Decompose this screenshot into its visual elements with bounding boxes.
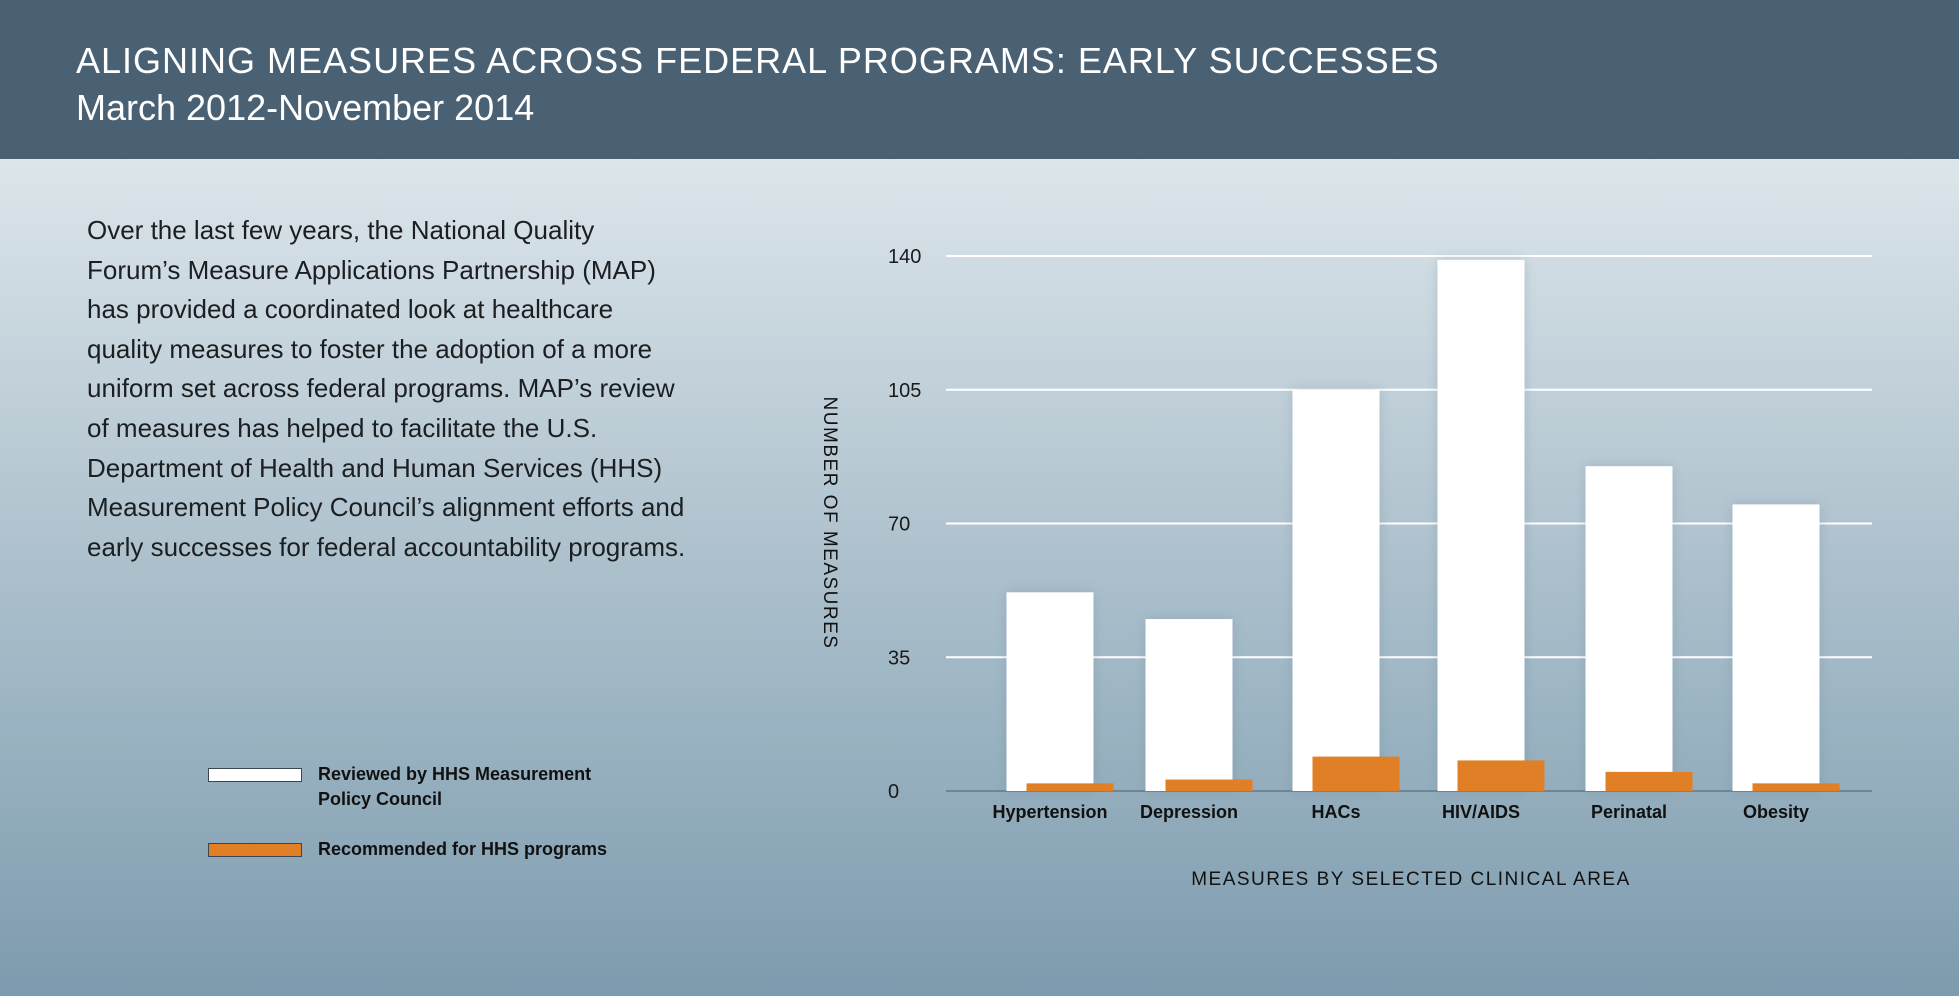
x-category-label: HIV/AIDS — [1442, 802, 1520, 822]
x-category-label: HACs — [1311, 802, 1360, 822]
legend-label-recommended: Recommended for HHS programs — [318, 837, 607, 862]
chart-title: ALIGNING MEASURES ACROSS FEDERAL PROGRAM… — [76, 40, 1440, 81]
bar-reviewed — [1145, 619, 1233, 791]
legend-label-reviewed: Reviewed by HHS Measurement Policy Counc… — [318, 762, 591, 812]
y-axis-ticks: 0 35 70 105 140 — [888, 246, 921, 803]
bar-recommended — [1752, 783, 1840, 791]
bar-recommended — [1026, 783, 1114, 791]
y-tick-label: 35 — [888, 647, 910, 669]
legend-swatch-reviewed — [208, 768, 302, 782]
y-tick-label: 140 — [888, 246, 921, 268]
bar-recommended — [1312, 756, 1400, 791]
legend-label-recommended-line1: Recommended for HHS programs — [318, 839, 608, 859]
y-tick-label: 70 — [888, 514, 910, 536]
legend-label-reviewed-line1: Reviewed by HHS Measurement — [318, 764, 592, 784]
bar-recommended — [1165, 779, 1253, 791]
chart-subtitle: March 2012-November 2014 — [76, 87, 535, 128]
y-tick-label: 0 — [888, 781, 899, 803]
x-category-label: Obesity — [1743, 802, 1809, 822]
intro-paragraph: Over the last few years, the National Qu… — [87, 215, 686, 562]
bar-reviewed — [1732, 504, 1820, 791]
bar-reviewed — [1292, 389, 1380, 791]
bar-reviewed — [1437, 259, 1525, 792]
legend-swatch-recommended — [208, 843, 302, 857]
x-category-label: Hypertension — [992, 802, 1107, 822]
y-tick-label: 105 — [888, 380, 921, 402]
legend-label-reviewed-line2: Policy Council — [318, 789, 443, 809]
x-category-label: Depression — [1140, 802, 1238, 822]
x-axis-categories: Hypertension Depression HACs HIV/AIDS Perina… — [992, 802, 1809, 822]
bars — [1006, 259, 1840, 792]
x-axis-title: MEASURES BY SELECTED CLINICAL AREA — [1191, 869, 1631, 890]
bar-reviewed — [1585, 466, 1673, 791]
y-axis-title: NUMBER OF MEASURES — [819, 397, 840, 650]
x-category-label: Perinatal — [1591, 802, 1667, 822]
bar-recommended — [1457, 760, 1545, 791]
bar-reviewed — [1006, 592, 1094, 791]
header-banner: ALIGNING MEASURES ACROSS FEDERAL PROGRAM… — [0, 0, 1959, 159]
bar-recommended — [1605, 771, 1693, 791]
